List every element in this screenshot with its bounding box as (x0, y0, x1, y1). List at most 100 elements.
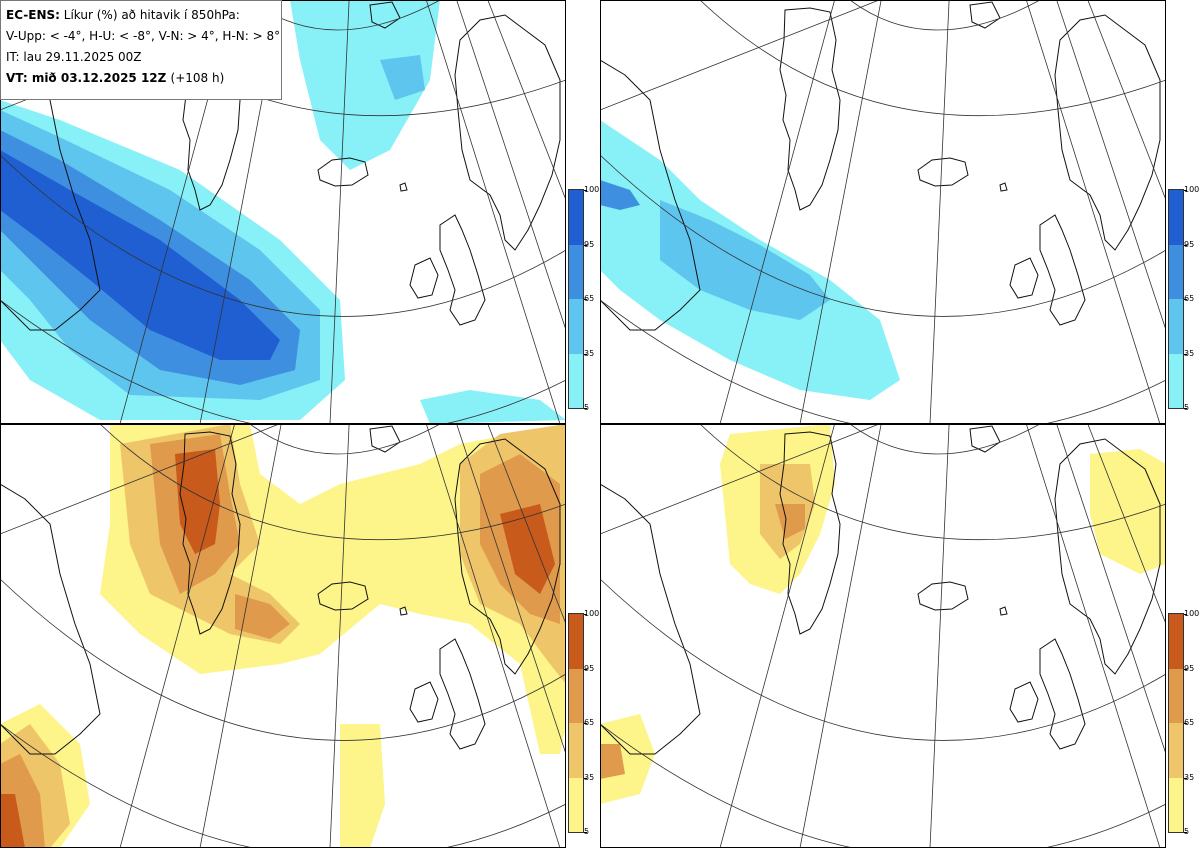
colorbar-segment (1169, 668, 1183, 723)
colorbar-tick-label: 35 (1184, 772, 1195, 782)
meridian-1 (719, 0, 836, 424)
colorbar-segment (569, 190, 583, 245)
map-canvas (0, 424, 566, 848)
colorbar-tick-label: 100 (1184, 185, 1200, 194)
map-canvas (600, 0, 1166, 424)
coast-ireland (409, 257, 439, 299)
map-canvas (0, 0, 566, 424)
colorbar-segment (1169, 190, 1183, 245)
coast-faroe (399, 182, 408, 192)
meridian-4 (1025, 424, 1161, 848)
colorbar-tick-mark (584, 299, 587, 300)
colorbar-segment (1169, 723, 1183, 778)
parallel-3 (849, 424, 1041, 455)
parallel-0 (0, 154, 566, 317)
colorbar-segment (1169, 614, 1183, 669)
colorbar-tick-label: 5 (1184, 403, 1190, 412)
map-canvas (600, 424, 1166, 848)
coast-ireland (1009, 681, 1039, 723)
parallel-0 (600, 578, 1166, 741)
colorbar-tick-mark (584, 668, 587, 670)
parallel-0 (600, 154, 1166, 317)
meridian-3 (329, 0, 350, 424)
graticule (600, 424, 1166, 848)
colorbar-tick-mark (1184, 723, 1187, 724)
colorbar-tick-mark (1184, 832, 1187, 833)
colorbar-segment (1169, 299, 1183, 354)
coast-greenland (179, 431, 241, 635)
legend-line-4: VT: mið 03.12.2025 12Z (+108 h) (6, 68, 281, 89)
meridian-3 (329, 424, 350, 848)
colorbar-tick-label: 100 (1184, 609, 1200, 618)
parallel-2 (699, 424, 1166, 541)
meridian-4 (425, 0, 561, 424)
colorbar-tick-label: 35 (584, 772, 595, 782)
colorbar-tick-mark (1184, 190, 1187, 191)
lead-time-label: (+108 h) (170, 71, 225, 85)
coast-svalbard (969, 425, 1001, 453)
coast-svalbard (969, 1, 1001, 29)
init-time-label: IT: lau 29.11.2025 00Z (6, 50, 142, 64)
coast-canada (600, 483, 701, 755)
meridian-3 (929, 424, 950, 848)
coast-britain (1039, 214, 1086, 326)
coastlines (600, 1, 1161, 331)
coast-britain (439, 214, 486, 326)
colorbar-tick-mark (1184, 408, 1187, 409)
parallel-2 (99, 424, 566, 541)
coast-faroe (999, 182, 1008, 192)
colorbar-tick-mark (584, 408, 587, 409)
coast-scandinavia (454, 438, 561, 675)
colorbar-1 (1168, 189, 1184, 409)
coast-greenland (779, 7, 841, 211)
valid-time-label: mið 03.12.2025 12Z (31, 71, 167, 85)
colorbar-tick-mark (584, 723, 587, 724)
colorbar-2 (568, 613, 584, 833)
meridian-6 (487, 424, 566, 625)
colorbar-tick-label: 35 (584, 348, 595, 358)
meridian-2 (799, 0, 882, 424)
meridian-2 (199, 424, 282, 848)
legend-box: EC-ENS: Líkur (%) að hitavik í 850hPa: V… (0, 0, 282, 100)
colorbar-tick-mark (1184, 299, 1187, 300)
map-panel-warm-4 (0, 424, 566, 848)
meridian-1 (719, 424, 836, 848)
probability-area-cold-8-level-1-1 (660, 200, 830, 320)
meridian-3 (929, 0, 950, 424)
colorbar-segment (1169, 353, 1183, 408)
model-label: EC-ENS: (6, 8, 60, 22)
parallel-1 (0, 299, 566, 424)
colorbar-tick-label: 100 (584, 185, 600, 194)
colorbar-tick-mark (584, 353, 587, 355)
coast-faroe (999, 606, 1008, 616)
colorbar-tick-label: 65 (584, 718, 595, 727)
coast-britain (1039, 638, 1086, 750)
probability-area-warm-4-level-2-2 (0, 434, 560, 848)
meridian-4 (425, 424, 561, 848)
colorbar-segment (569, 668, 583, 723)
coastlines (0, 425, 561, 755)
meridian-5 (1056, 424, 1166, 755)
valid-label: VT: (6, 71, 28, 85)
coast-ireland (409, 681, 439, 723)
colorbar-tick-label: 100 (584, 609, 600, 618)
parallel-1 (600, 299, 1166, 424)
meridian-5 (456, 0, 566, 331)
colorbar-tick-label: 95 (1184, 663, 1195, 673)
colorbar-0 (568, 189, 584, 409)
colorbar-segment (569, 614, 583, 669)
colorbar-tick-label: 35 (1184, 348, 1195, 358)
colorbar-tick-mark (584, 614, 587, 615)
colorbar-tick-label: 65 (1184, 294, 1195, 303)
coast-iceland (917, 157, 969, 187)
probability-area-warm-4-level-1-1 (0, 424, 566, 848)
parallel-2 (699, 0, 1166, 117)
map-panel-warm-8 (600, 424, 1166, 848)
colorbar-segment (569, 723, 583, 778)
legend-line-1: EC-ENS: Líkur (%) að hitavik í 850hPa: (6, 5, 281, 26)
parallel-1 (0, 723, 566, 848)
thresholds-label: V-Upp: < -4°, H-U: < -8°, V-N: > 4°, H-N… (6, 29, 281, 43)
coast-canada (0, 483, 101, 755)
coast-greenland (779, 431, 841, 635)
coast-svalbard (369, 425, 401, 453)
